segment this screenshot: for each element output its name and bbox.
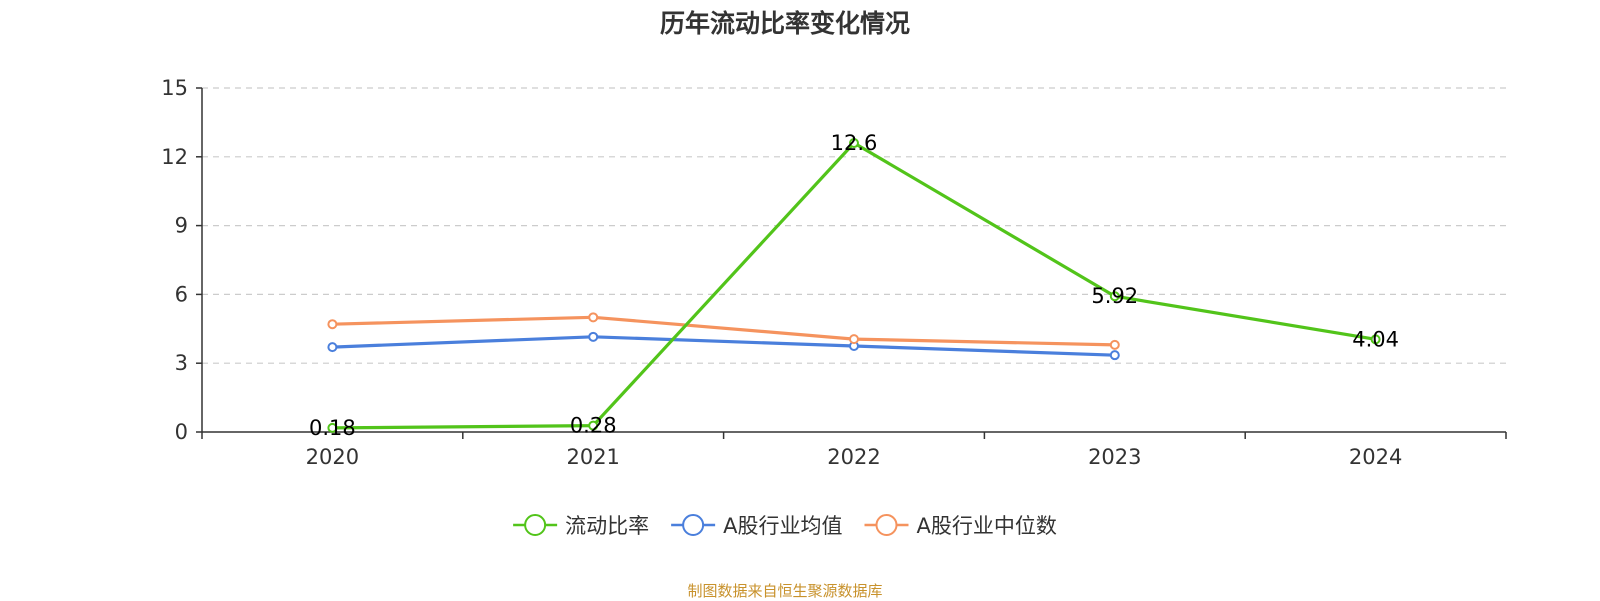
- data-point[interactable]: [849, 138, 859, 149]
- grid-lines: [202, 87, 1506, 364]
- data-point[interactable]: [327, 342, 338, 353]
- data-point[interactable]: [588, 420, 599, 431]
- data-labels: 0.18 0.28 12.6 5.92 4.04: [309, 131, 1399, 440]
- y-tick-label: 0: [175, 420, 188, 444]
- source-note: 制图数据来自恒生聚源数据库: [687, 582, 883, 600]
- data-point[interactable]: [588, 331, 599, 342]
- series-lines: [327, 138, 1381, 433]
- axes: 0 3 6 9 12 15 2020 2021 2022 2023 2024: [161, 76, 1507, 469]
- legend-item-2[interactable]: A股行业中位数: [864, 514, 1057, 538]
- legend-item-0[interactable]: 流动比率: [513, 514, 649, 538]
- x-tick-label: 2024: [1349, 445, 1402, 469]
- data-point[interactable]: [1370, 334, 1381, 345]
- y-tick-label: 12: [161, 145, 188, 169]
- data-point[interactable]: [1109, 339, 1120, 350]
- legend-label: A股行业均值: [723, 514, 842, 538]
- series-line-1: [332, 335, 1115, 357]
- data-point[interactable]: [1109, 350, 1120, 361]
- data-point[interactable]: [588, 312, 599, 323]
- data-point[interactable]: [849, 334, 859, 345]
- y-tick-label: 6: [175, 282, 188, 306]
- legend-item-1[interactable]: A股行业均值: [671, 514, 843, 538]
- y-tick-label: 3: [175, 351, 188, 375]
- y-tick-label: 15: [161, 76, 188, 100]
- legend-marker: [524, 514, 547, 536]
- x-tick-label: 2023: [1088, 445, 1141, 469]
- x-tick-label: 2020: [306, 445, 359, 469]
- data-label: 12.6: [831, 131, 878, 155]
- series-line-0: [332, 141, 1376, 430]
- legend-marker: [682, 514, 705, 536]
- y-tick-label: 9: [175, 214, 188, 238]
- data-label: 4.04: [1352, 327, 1399, 351]
- legend-label: A股行业中位数: [917, 514, 1057, 538]
- data-label: 5.92: [1091, 284, 1138, 308]
- data-point[interactable]: [327, 422, 338, 433]
- legend-marker: [875, 514, 898, 536]
- x-tick-label: 2021: [566, 445, 619, 469]
- series-line-2: [332, 315, 1115, 347]
- legend[interactable]: 流动比率 A股行业均值 A股行业中位数: [513, 514, 1057, 538]
- x-tick-label: 2022: [827, 445, 880, 469]
- data-label: 0.28: [570, 414, 617, 438]
- legend-label: 流动比率: [565, 514, 649, 538]
- data-point[interactable]: [327, 319, 338, 330]
- chart-title: 历年流动比率变化情况: [659, 9, 910, 38]
- data-point[interactable]: [1109, 291, 1120, 302]
- data-label: 0.18: [309, 416, 356, 440]
